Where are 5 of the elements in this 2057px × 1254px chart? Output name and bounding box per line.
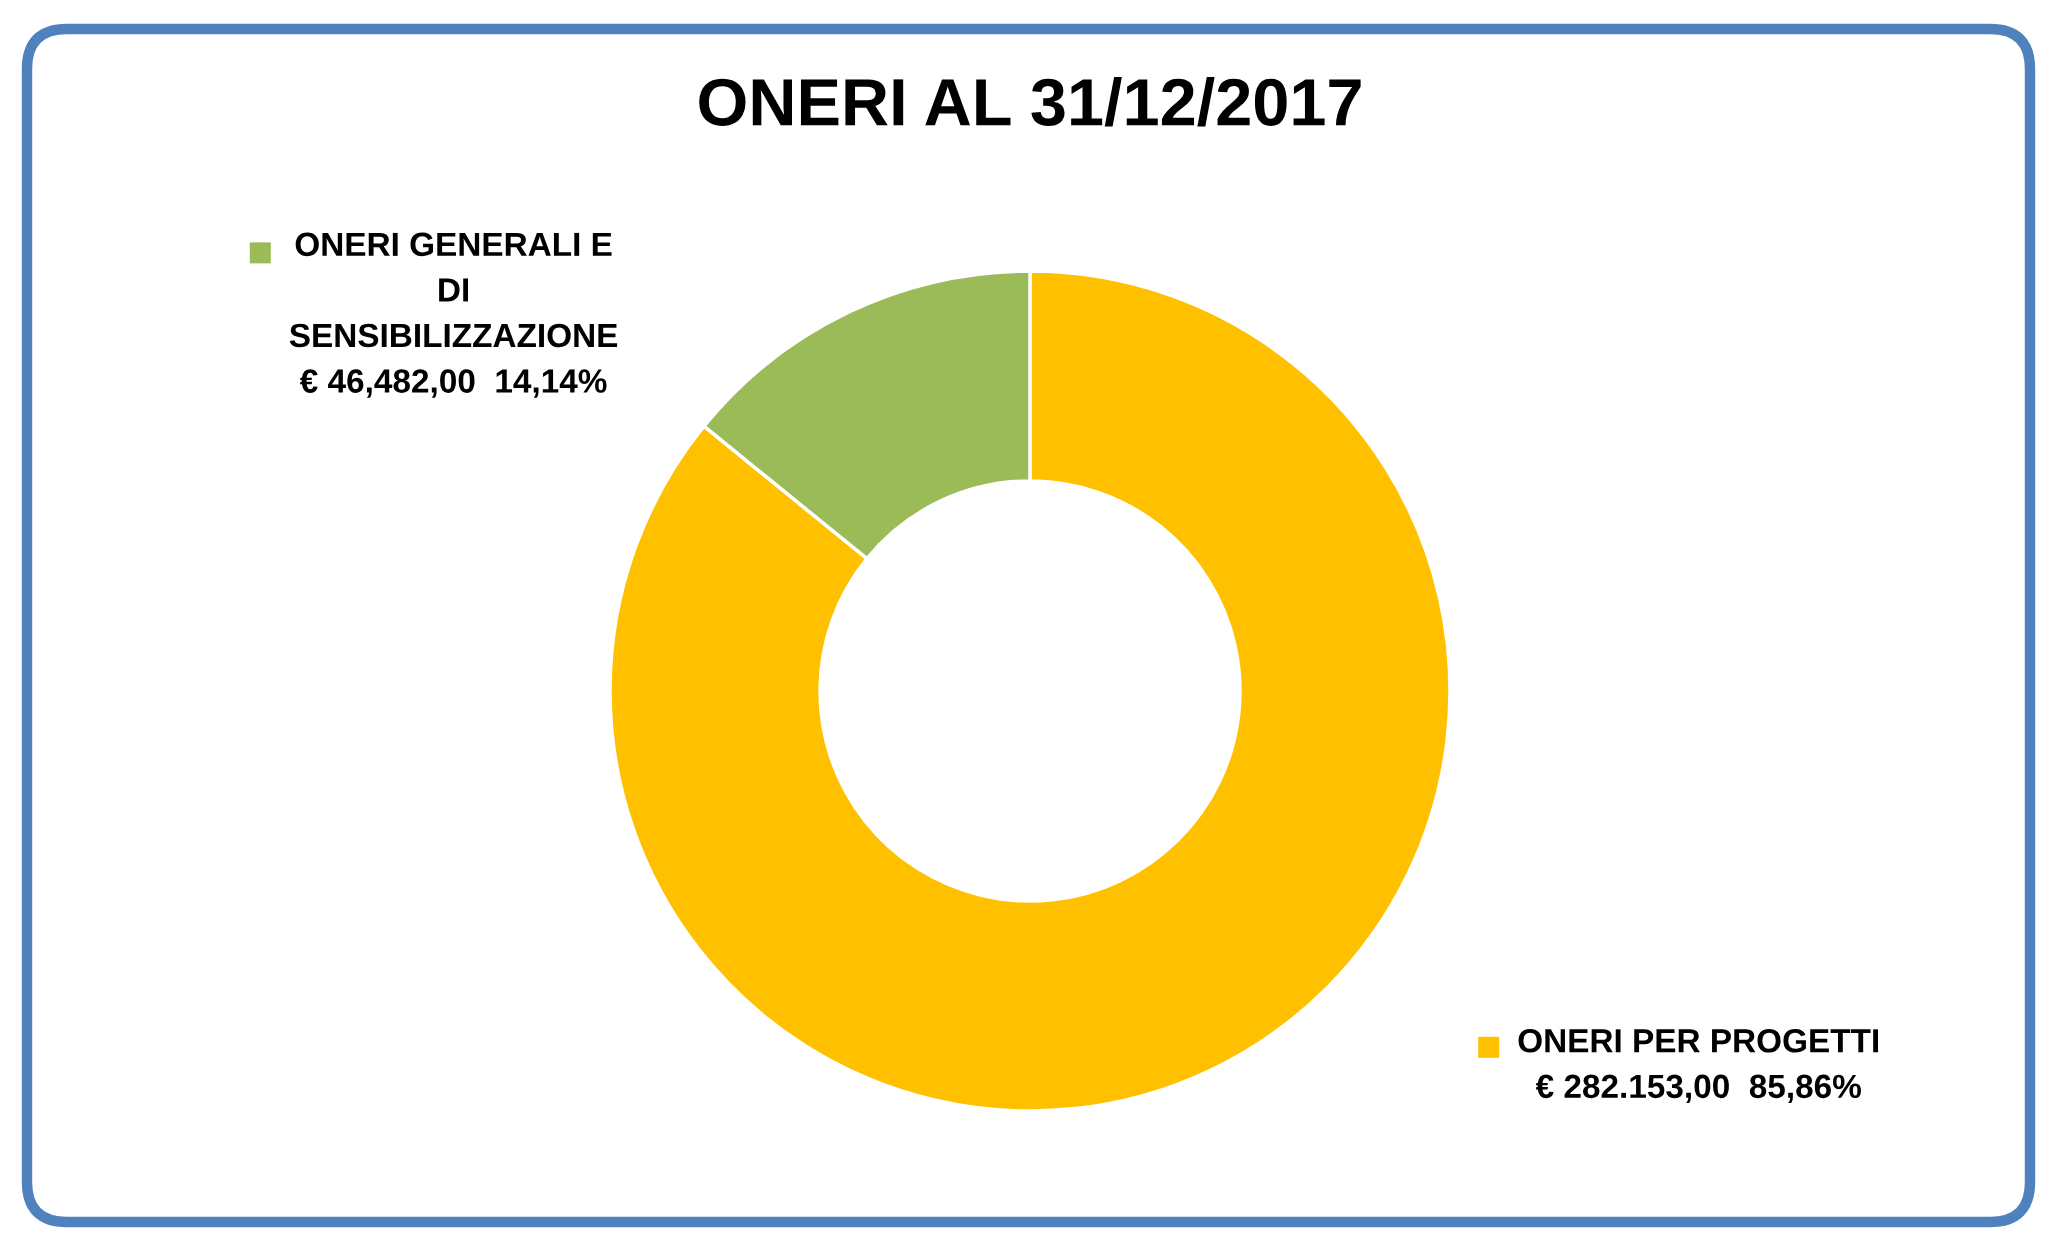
legend-label: ONERI PER PROGETTI — [1518, 1028, 1878, 1053]
legend-label: ONERI GENERALI E DI SENSIBILIZZAZIONE — [289, 232, 618, 348]
chart-title: ONERI AL 31/12/2017 — [699, 76, 1361, 127]
data-label: € 46,482,00 14,14% — [299, 369, 607, 398]
data-label: € 282.153,00 85,86% — [1535, 1074, 1861, 1103]
